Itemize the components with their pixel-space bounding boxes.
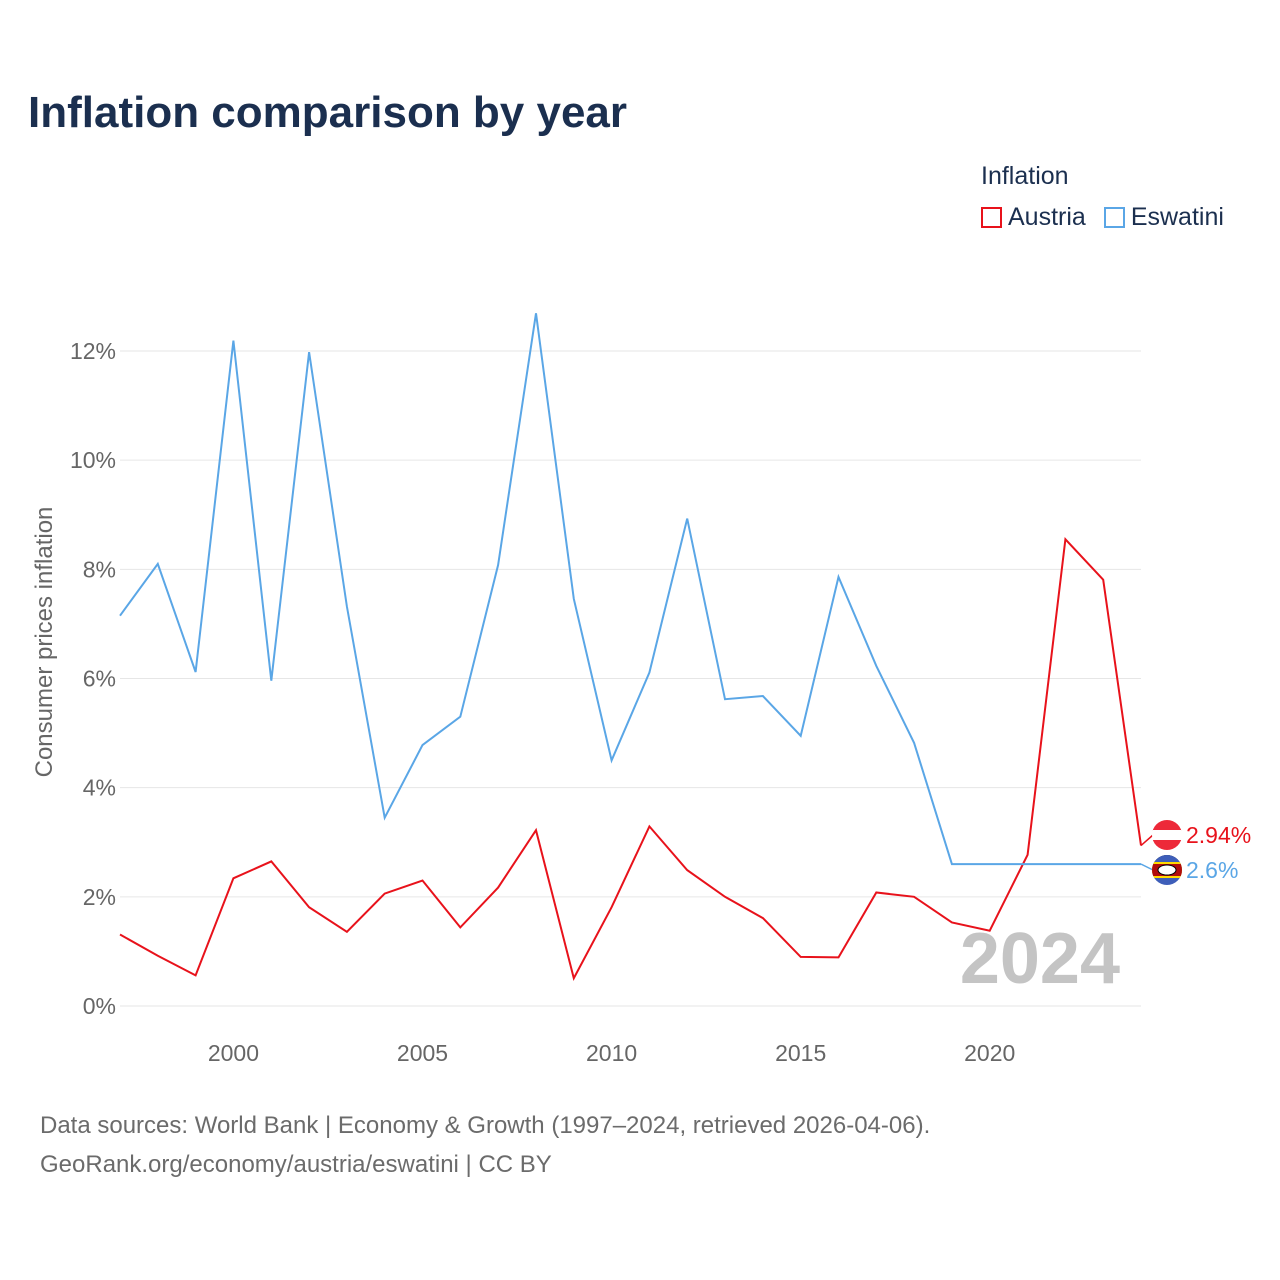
source-line-1: Data sources: World Bank | Economy & Gro… bbox=[40, 1112, 931, 1139]
y-tick-label: 8% bbox=[83, 556, 116, 582]
flag-austria-icon bbox=[1152, 820, 1182, 850]
legend-item-eswatini[interactable]: Eswatini bbox=[1103, 203, 1224, 232]
year-watermark: 2024 bbox=[960, 919, 1120, 999]
leader-line-eswatini bbox=[1140, 863, 1154, 871]
source-line-2[interactable]: GeoRank.org/economy/austria/eswatini | C… bbox=[40, 1151, 552, 1178]
legend-label-eswatini: Eswatini bbox=[1130, 203, 1224, 231]
chart-title: Inflation comparison by year bbox=[28, 88, 628, 137]
y-axis-label: Consumer prices inflation bbox=[31, 507, 58, 778]
x-tick-label: 2015 bbox=[775, 1040, 826, 1066]
x-tick-label: 2005 bbox=[397, 1040, 448, 1066]
source-note: Data sources: World Bank | Economy & Gro… bbox=[40, 1106, 930, 1184]
leader-line-austria bbox=[1140, 834, 1154, 847]
series-line-austria bbox=[119, 537, 1142, 981]
y-tick-label: 6% bbox=[83, 666, 116, 692]
legend-swatch-eswatini bbox=[1103, 207, 1125, 228]
y-tick-label: 0% bbox=[83, 993, 116, 1019]
legend-label-austria: Austria bbox=[1008, 203, 1086, 231]
series-line-eswatini bbox=[119, 313, 1141, 866]
x-tick-label: 2000 bbox=[208, 1040, 259, 1066]
legend: Austria Eswatini bbox=[981, 203, 1242, 232]
end-label-eswatini: 2.6% bbox=[1186, 857, 1238, 883]
x-tick-label: 2020 bbox=[964, 1040, 1015, 1066]
line-chart: 0% 2% 4% 6% 8% 10% 12% 2000 2005 2010 2015 2020 Cons… bbox=[31, 313, 1251, 1066]
end-label-austria: 2.94% bbox=[1186, 822, 1251, 848]
x-tick-label: 2010 bbox=[586, 1040, 637, 1066]
y-tick-label: 2% bbox=[83, 884, 116, 910]
y-tick-label: 10% bbox=[70, 447, 116, 473]
y-tick-label: 12% bbox=[70, 338, 116, 364]
legend-swatch-austria bbox=[981, 207, 1002, 228]
flag-eswatini-icon bbox=[1152, 855, 1182, 885]
legend-title: Inflation bbox=[981, 162, 1069, 190]
y-tick-label: 4% bbox=[83, 775, 116, 801]
legend-item-austria[interactable]: Austria bbox=[981, 203, 1086, 232]
